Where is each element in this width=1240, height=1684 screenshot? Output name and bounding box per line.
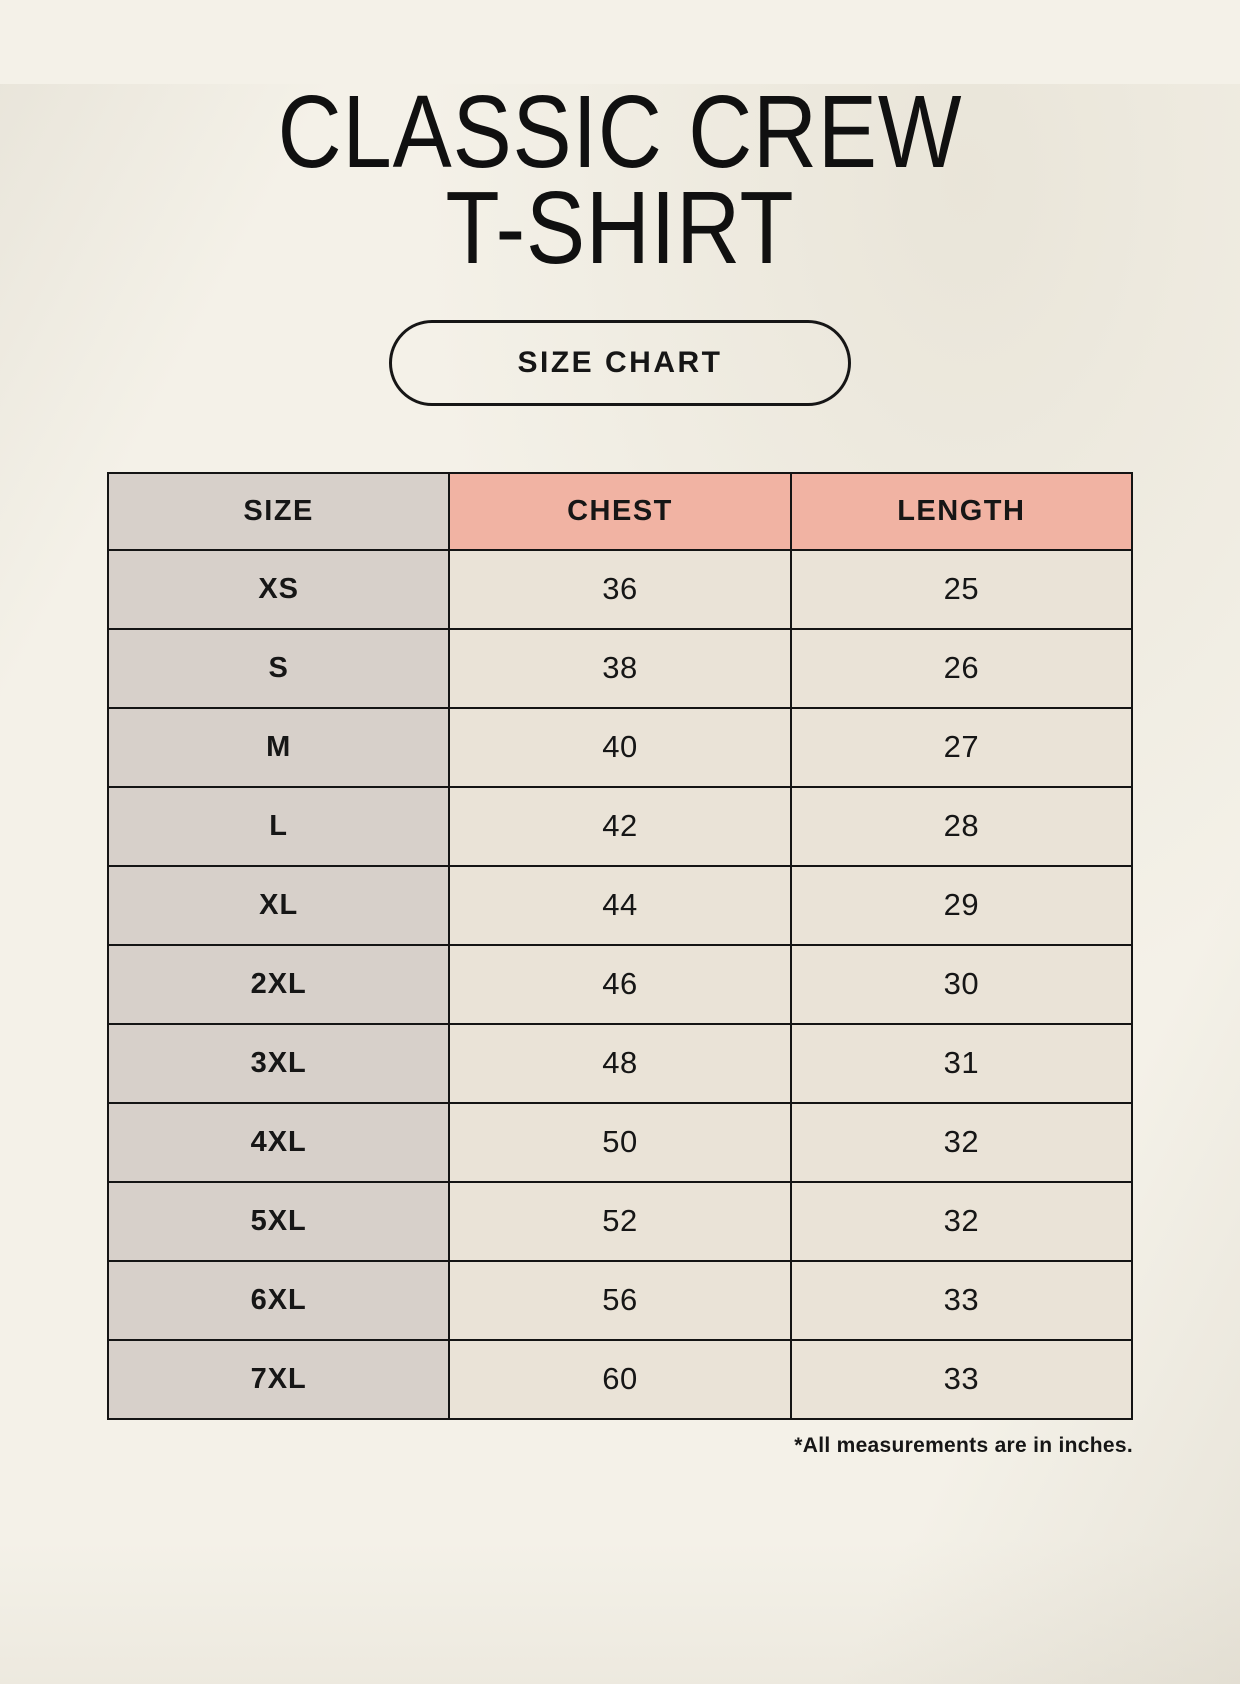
size-table-head: SIZE CHEST LENGTH: [106, 471, 1134, 551]
length-cell: 32: [789, 1101, 1134, 1183]
column-header-size: SIZE: [106, 471, 451, 551]
table-row: 6XL 56 33: [106, 1259, 1134, 1341]
length-cell: 33: [789, 1259, 1134, 1341]
length-cell: 32: [789, 1180, 1134, 1262]
table-row: 4XL 50 32: [106, 1101, 1134, 1183]
table-row: XS 36 25: [106, 548, 1134, 630]
table-header-row: SIZE CHEST LENGTH: [106, 471, 1134, 551]
column-header-chest: CHEST: [448, 471, 792, 551]
table-row: S 38 26: [106, 627, 1134, 709]
size-cell: 3XL: [106, 1022, 451, 1104]
size-chart-button[interactable]: SIZE CHART: [389, 319, 851, 406]
length-cell: 26: [789, 627, 1134, 709]
size-cell: M: [106, 706, 451, 788]
chest-cell: 38: [448, 627, 792, 709]
title-line-1: CLASSIC CREW: [277, 74, 963, 189]
chest-cell: 36: [448, 548, 792, 630]
chest-cell: 56: [448, 1259, 792, 1341]
table-row: 5XL 52 32: [106, 1180, 1134, 1262]
length-cell: 25: [789, 548, 1134, 630]
chest-cell: 42: [448, 785, 792, 867]
badge-container: SIZE CHART: [0, 319, 1240, 406]
chest-cell: 52: [448, 1180, 792, 1262]
size-cell: XS: [106, 548, 451, 630]
length-cell: 27: [789, 706, 1134, 788]
size-cell: L: [106, 785, 451, 867]
table-row: 7XL 60 33: [106, 1338, 1134, 1420]
page-title: CLASSIC CREW T-SHIRT: [87, 80, 1153, 279]
length-cell: 33: [789, 1338, 1134, 1420]
size-cell: S: [106, 627, 451, 709]
length-cell: 31: [789, 1022, 1134, 1104]
size-table-body: XS 36 25 S 38 26 M 40 27 L 42 28 XL 44 29 2XL 46 30 3XL 48 3…: [106, 548, 1134, 1420]
table-row: 3XL 48 31: [106, 1022, 1134, 1104]
size-table: SIZE CHEST LENGTH XS 36 25 S 38 26 M 40 27 L 42 28 X…: [106, 471, 1134, 1420]
chest-cell: 60: [448, 1338, 792, 1420]
size-chart-page: CLASSIC CREW T-SHIRT SIZE CHART SIZE CHES…: [0, 80, 1240, 1684]
chest-cell: 50: [448, 1101, 792, 1183]
length-cell: 28: [789, 785, 1134, 867]
table-row: M 40 27: [106, 706, 1134, 788]
chest-cell: 48: [448, 1022, 792, 1104]
size-cell: 4XL: [106, 1101, 451, 1183]
size-cell: 7XL: [106, 1338, 451, 1420]
chest-cell: 46: [448, 943, 792, 1025]
table-row: L 42 28: [106, 785, 1134, 867]
title-line-2: T-SHIRT: [445, 169, 795, 285]
size-cell: 5XL: [106, 1180, 451, 1262]
chest-cell: 40: [448, 706, 792, 788]
size-cell: 6XL: [106, 1259, 451, 1341]
size-cell: 2XL: [106, 943, 451, 1025]
chest-cell: 44: [448, 864, 792, 946]
table-row: XL 44 29: [106, 864, 1134, 946]
column-header-length: LENGTH: [789, 471, 1134, 551]
length-cell: 30: [789, 943, 1134, 1025]
measurements-note: *All measurements are in inches.: [794, 1433, 1133, 1457]
length-cell: 29: [789, 864, 1134, 946]
table-row: 2XL 46 30: [106, 943, 1134, 1025]
size-cell: XL: [106, 864, 451, 946]
